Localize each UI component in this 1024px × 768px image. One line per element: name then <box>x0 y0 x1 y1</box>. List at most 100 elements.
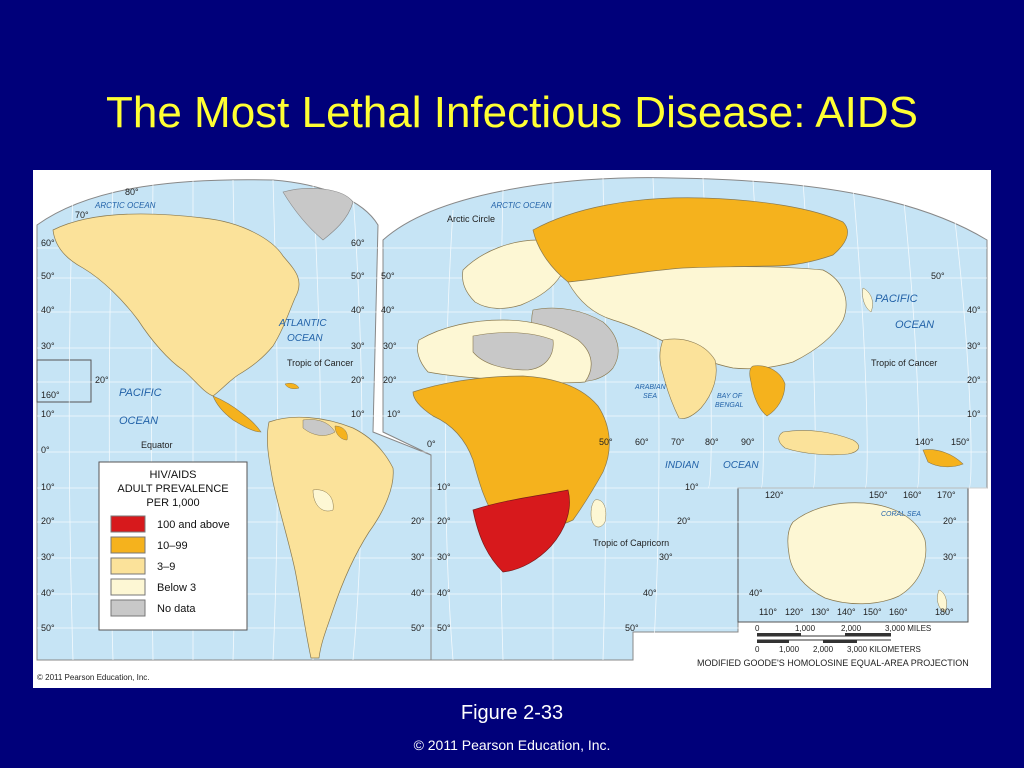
south-america-no-data <box>302 419 336 436</box>
tropic-cancer-left-label: Tropic of Cancer <box>287 358 353 368</box>
pacific-left-label-2: OCEAN <box>119 415 158 427</box>
madagascar <box>590 499 607 528</box>
slide-title: The Most Lethal Infectious Disease: AIDS <box>106 88 918 137</box>
deg-label: 40° <box>381 305 395 315</box>
coral-sea-label: CORAL SEA <box>881 511 921 518</box>
scale-miles-label: 3,000 MILES <box>885 624 931 633</box>
scale-miles-label: 0 <box>755 624 760 633</box>
deg-label: 150° <box>951 437 970 447</box>
atlantic-label-1: ATLANTIC <box>278 318 327 329</box>
deg-label: 30° <box>41 552 55 562</box>
legend-items: 100 and above 10–99 3–9 Below 3 No data <box>110 515 230 617</box>
deg-label: 160° <box>889 607 908 617</box>
deg-label: 20° <box>967 375 981 385</box>
arctic-circle-label: Arctic Circle <box>447 214 495 224</box>
deg-label: 30° <box>41 341 55 351</box>
deg-label: 10° <box>387 409 401 419</box>
bengal-label-1: BAY OF <box>717 393 743 400</box>
legend-label: No data <box>157 603 196 615</box>
deg-label: 30° <box>411 552 425 562</box>
legend-title-1: HIV/AIDS <box>149 469 196 481</box>
deg-label: 10° <box>351 409 365 419</box>
equator-label: Equator <box>141 440 173 450</box>
south-america <box>267 416 394 659</box>
deg-label: 160° <box>41 390 60 400</box>
indian-label-2: OCEAN <box>723 460 759 471</box>
deg-label: 40° <box>411 588 425 598</box>
legend-title-2: ADULT PREVALENCE <box>117 483 228 495</box>
scale-bar: 0 1,000 2,000 3,000 MILES 0 1,000 2,000 3,000 … <box>755 624 931 654</box>
deg-label: 110° <box>759 607 777 617</box>
deg-label: 120° <box>785 607 804 617</box>
greenland <box>282 188 354 241</box>
deg-label: 30° <box>437 552 451 562</box>
legend-label: Below 3 <box>157 582 196 594</box>
deg-label: 50° <box>351 271 365 281</box>
scale-miles-labels: 0 1,000 2,000 3,000 MILES <box>755 624 931 633</box>
pacific-left-label-1: PACIFIC <box>119 387 162 399</box>
world-map: ARCTIC OCEAN ARCTIC OCEAN ATLANTIC OCEAN… <box>33 170 991 688</box>
arabian-label-2: SEA <box>643 393 657 400</box>
deg-label: 50° <box>411 623 425 633</box>
caribbean <box>284 382 300 390</box>
deg-label: 40° <box>41 305 55 315</box>
deg-label: 0° <box>41 445 50 455</box>
slide-copyright: © 2011 Pearson Education, Inc. <box>413 737 611 753</box>
deg-label: 20° <box>351 375 365 385</box>
deg-label: 40° <box>643 588 657 598</box>
sub-saharan-africa <box>412 375 610 529</box>
deg-label: 50° <box>437 623 451 633</box>
scale-miles-label: 1,000 <box>795 624 816 633</box>
deg-label: 80° <box>705 437 719 447</box>
scale-km-label: 1,000 <box>779 645 800 654</box>
bengal-label-2: BENGAL <box>715 402 744 409</box>
scale-miles-label: 2,000 <box>841 624 862 633</box>
scale-km-label: 0 <box>755 645 760 654</box>
deg-label: 10° <box>967 409 981 419</box>
guyana-region <box>334 425 348 441</box>
deg-label: 30° <box>943 552 957 562</box>
legend-swatch <box>110 515 146 533</box>
degree-labels: 80° 70° 60° 60° 50° 50° 50° 50° 40° 40° … <box>41 187 981 633</box>
deg-label: 50° <box>625 623 639 633</box>
atlantic-label-2: OCEAN <box>287 333 323 344</box>
deg-label: 60° <box>351 238 365 248</box>
deg-label: 70° <box>75 210 89 220</box>
australia <box>787 502 927 605</box>
scale-km-label: 3,000 KILOMETERS <box>847 645 921 654</box>
arctic-ocean-label-left: ARCTIC OCEAN <box>94 201 156 210</box>
deg-label: 70° <box>671 437 685 447</box>
scale-km-label: 2,000 <box>813 645 834 654</box>
deg-label: 60° <box>41 238 55 248</box>
deg-label: 20° <box>41 516 55 526</box>
deg-label: 140° <box>915 437 934 447</box>
legend-title-3: PER 1,000 <box>146 497 199 509</box>
deg-label: 20° <box>411 516 425 526</box>
indian-label-1: INDIAN <box>665 460 700 471</box>
deg-label: 10° <box>437 482 451 492</box>
legend-label: 100 and above <box>157 519 230 531</box>
map-copyright: © 2011 Pearson Education, Inc. <box>37 673 149 682</box>
deg-label: 30° <box>383 341 397 351</box>
deg-label: 120° <box>765 490 784 500</box>
deg-label: 80° <box>125 187 139 197</box>
southeast-asia <box>749 365 786 417</box>
legend-swatch <box>110 578 146 596</box>
new-zealand <box>937 589 947 613</box>
deg-label: 50° <box>41 271 55 281</box>
deg-label: 40° <box>351 305 365 315</box>
deg-label: 150° <box>869 490 888 500</box>
deg-label: 20° <box>943 516 957 526</box>
deg-label: 40° <box>41 588 55 598</box>
indonesia <box>778 430 860 456</box>
arabian-label-1: ARABIAN <box>634 384 667 391</box>
deg-label: 160° <box>903 490 922 500</box>
deg-label: 180° <box>935 607 954 617</box>
north-america <box>52 213 300 397</box>
japan <box>862 287 873 313</box>
pacific-right-label-1: PACIFIC <box>875 293 918 305</box>
deg-label: 50° <box>931 271 945 281</box>
hawaii-inset <box>36 359 92 403</box>
deg-label: 20° <box>95 375 109 385</box>
deg-label: 10° <box>685 482 699 492</box>
